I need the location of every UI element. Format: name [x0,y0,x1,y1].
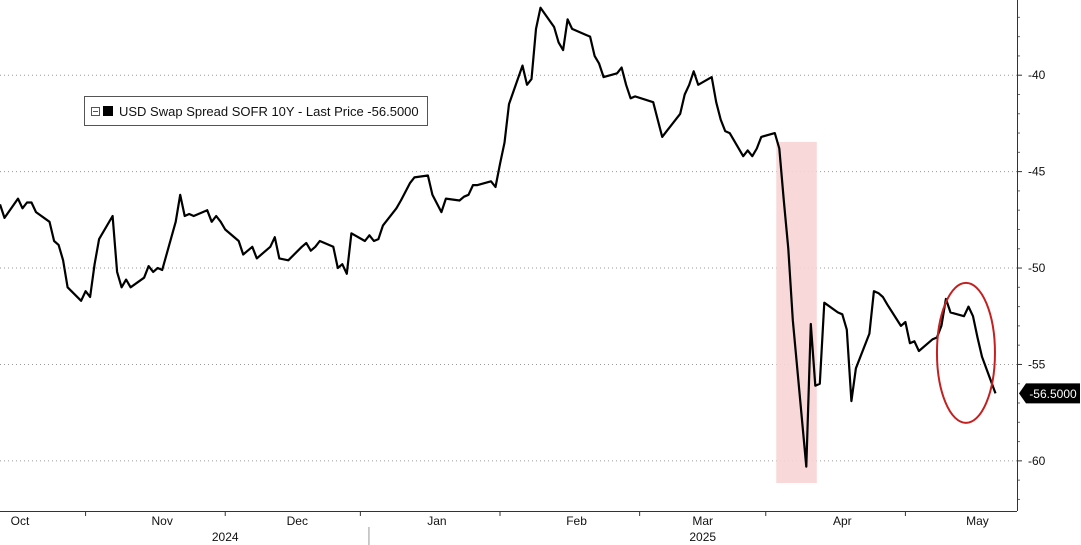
y-tick-label: -60 [1028,454,1046,468]
x-year-label: 2025 [689,530,716,544]
annotation-layer [935,281,996,424]
last-price-label: -56.5000 [1029,387,1077,401]
x-tick-label: Apr [833,514,852,528]
grid-layer [0,74,1017,462]
x-tick-label: Feb [566,514,587,528]
y-tick-label: -45 [1028,165,1046,179]
legend-label: USD Swap Spread SOFR 10Y - Last Price -5… [119,103,419,119]
x-tick-label: Nov [151,514,172,528]
last-price-tag [1019,383,1080,404]
annotation-circle [935,281,996,424]
x-tick-label: Oct [11,514,30,528]
legend-collapse-icon[interactable] [91,106,100,116]
y-tick-label: -40 [1028,68,1046,82]
y-tick-label: -50 [1028,261,1046,275]
x-tick-label: Jan [427,514,446,528]
legend[interactable]: USD Swap Spread SOFR 10Y - Last Price -5… [84,96,428,126]
x-tick-label: Mar [692,514,713,528]
x-year-label: 2024 [212,530,239,544]
x-tick-label: Dec [287,514,308,528]
series-line [0,6,997,468]
series-layer [0,6,997,468]
legend-swatch [103,106,113,116]
y-tick-label: -55 [1028,357,1046,371]
x-tick-label: May [966,514,989,528]
